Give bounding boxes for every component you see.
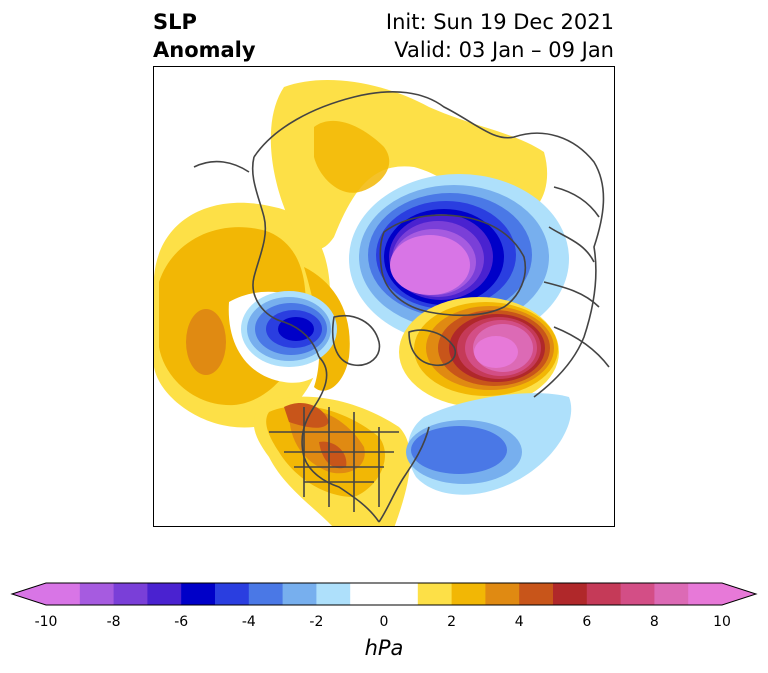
siberian-low-anomaly (349, 174, 569, 344)
land-outlines (193, 91, 610, 523)
colorbar-segment (553, 583, 588, 605)
alaska-low-anomaly (241, 291, 337, 367)
colorbar-segment (350, 583, 385, 605)
colorbar (10, 582, 758, 606)
colorbar-segment (113, 583, 148, 605)
colorbar-segment (248, 583, 284, 605)
colorbar-segment (215, 583, 250, 605)
colorbar-tick-label: -8 (106, 614, 121, 630)
map-subtitle: Anomaly (153, 38, 256, 62)
map-title: SLP (153, 10, 197, 34)
atlantic-low-anomaly (406, 393, 572, 495)
colorbar-tick-label: -4 (241, 614, 256, 630)
colorbar-segment (147, 583, 182, 605)
colorbar-segment (688, 583, 723, 605)
colorbar-segment (485, 583, 520, 605)
colorbar-segment (620, 583, 655, 605)
valid-range: Valid: 03 Jan – 09 Jan (394, 38, 614, 62)
colorbar-tick-label: 0 (379, 614, 389, 630)
date-block: Init: Sun 19 Dec 2021 Valid: 03 Jan – 09… (386, 8, 614, 64)
colorbar-tick-label: -2 (309, 614, 324, 630)
colorbar-segment (451, 583, 486, 605)
colorbar-tick-label: 8 (649, 614, 659, 630)
colorbar-units: hPa (364, 636, 404, 660)
colorbar-segment (417, 583, 453, 605)
atlantic-high-anomaly (399, 297, 559, 407)
colorbar-extend-low (12, 583, 46, 605)
colorbar-tick-label: -6 (174, 614, 189, 630)
colorbar-segment (79, 583, 115, 605)
colorbar-tick-label: 4 (514, 614, 524, 630)
colorbar-segment (384, 583, 419, 605)
colorbar-tick-label: 10 (713, 614, 731, 630)
colorbar-tick-label: 6 (582, 614, 592, 630)
colorbar-segment (282, 583, 317, 605)
anomaly-map (153, 66, 615, 527)
colorbar-segment (46, 583, 81, 605)
colorbar-segment (519, 583, 554, 605)
init-date: Init: Sun 19 Dec 2021 (385, 10, 614, 34)
colorbar-segment (181, 583, 216, 605)
title-block: SLP Anomaly (153, 8, 256, 64)
colorbar-extend-high (722, 583, 756, 605)
colorbar-segment (316, 583, 351, 605)
colorbar-tick-label: -10 (34, 614, 58, 630)
colorbar-tick-label: 2 (447, 614, 457, 630)
colorbar-segment (654, 583, 689, 605)
colorbar-segment (586, 583, 622, 605)
